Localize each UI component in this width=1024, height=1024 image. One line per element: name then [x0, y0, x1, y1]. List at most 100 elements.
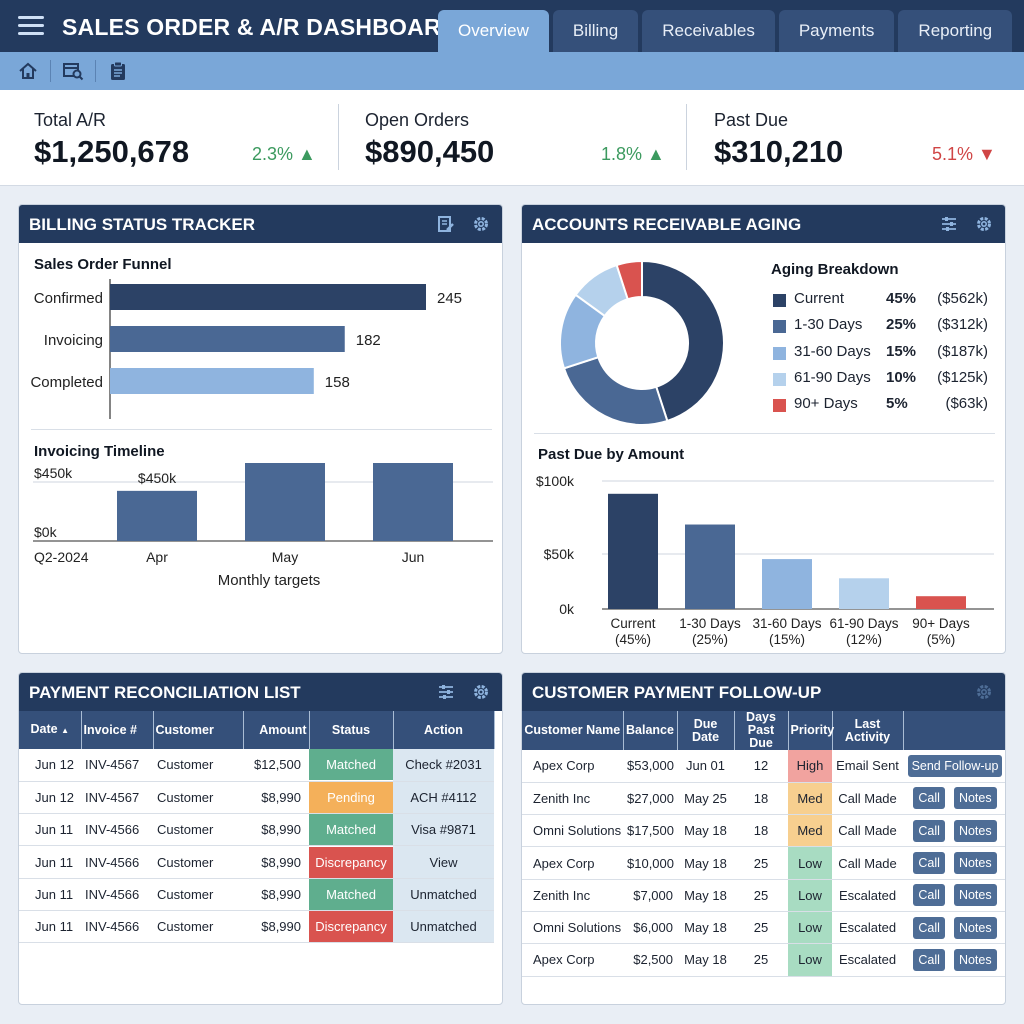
tab-payments[interactable]: Payments — [778, 10, 895, 52]
column-header-customer[interactable]: Customer — [153, 711, 244, 749]
gear-icon[interactable] — [472, 215, 490, 233]
edit-report-icon[interactable] — [437, 215, 455, 233]
call-button[interactable]: Call — [913, 787, 945, 810]
table-row[interactable]: Apex Corp $2,500 May 18 25 Low Escalated Call N… — [522, 943, 1005, 977]
table-row[interactable]: Omni Solutions $17,500 May 18 18 Med Call Mad… — [522, 814, 1005, 848]
notes-button[interactable]: Notes — [953, 852, 997, 875]
cell-balance: $27,000 — [623, 782, 677, 816]
tab-reporting[interactable]: Reporting — [898, 10, 1013, 52]
timeline-title: Invoicing Timeline — [34, 443, 165, 460]
notes-button[interactable]: Notes — [953, 787, 997, 810]
timeline-x-tick-label: Jun — [402, 549, 425, 565]
table-row[interactable]: Zenith Inc $7,000 May 18 25 Low Escalated Call… — [522, 879, 1005, 912]
cell-action[interactable]: Visa #9871 — [393, 813, 494, 847]
kpi-strip: Total A/R $1,250,678 2.3% ▲ Open Orders … — [0, 90, 1024, 186]
call-button[interactable]: Call — [913, 852, 945, 875]
past-due-bar — [685, 524, 735, 609]
cell-due-date: May 25 — [677, 782, 734, 816]
column-header-due-date[interactable]: Due Date — [677, 711, 735, 750]
table-row[interactable]: Apex Corp $53,000 Jun 01 12 High Email Sent Se… — [522, 750, 1005, 783]
column-header-date[interactable]: Date ▲ — [19, 711, 82, 749]
call-button[interactable]: Call — [913, 884, 945, 907]
home-icon[interactable] — [16, 59, 40, 83]
column-header-last-activity[interactable]: Last Activity — [832, 711, 904, 750]
clipboard-icon[interactable] — [106, 59, 130, 83]
funnel-bar — [110, 326, 345, 352]
cell-last-activity: Escalated — [832, 943, 903, 977]
legend-percent: 10% — [886, 368, 917, 386]
cell-customer: Customer — [153, 878, 243, 911]
table-row[interactable]: Jun 11 INV-4566 Customer $8,990 Discrepancy U… — [19, 910, 494, 944]
call-button[interactable]: Call — [913, 916, 945, 939]
column-header-amount[interactable]: Amount — [243, 711, 310, 749]
gear-icon[interactable] — [472, 683, 490, 701]
status-badge: Matched — [309, 814, 393, 845]
cell-date: Jun 11 — [19, 878, 81, 911]
table-row[interactable]: Jun 11 INV-4566 Customer $8,990 Matched Unmat… — [19, 878, 494, 911]
notes-button[interactable]: Notes — [953, 916, 997, 939]
tab-billing[interactable]: Billing — [552, 10, 639, 52]
column-header-customer-name[interactable]: Customer Name — [522, 711, 624, 750]
column-header-invoice[interactable]: Invoice # — [81, 711, 154, 749]
gear-icon[interactable] — [975, 683, 993, 701]
cell-action[interactable]: ACH #4112 — [393, 781, 494, 815]
cell-last-activity: Escalated — [832, 911, 903, 945]
column-header-actions — [903, 711, 1005, 750]
priority-badge: High — [788, 750, 832, 783]
cell-action[interactable]: Unmatched — [393, 878, 494, 911]
tab-receivables[interactable]: Receivables — [642, 10, 775, 52]
cell-amount: $8,990 — [243, 878, 309, 911]
panel-header: PAYMENT RECONCILIATION LIST — [19, 673, 502, 711]
cell-actions: Send Follow-up — [903, 750, 1005, 783]
funnel-bar — [110, 368, 314, 394]
call-button[interactable]: Call — [913, 819, 945, 842]
cell-days-past-due: 12 — [734, 750, 788, 783]
column-header-priority[interactable]: Priority — [788, 711, 834, 750]
legend-percent: 25% — [886, 316, 917, 334]
table-row[interactable]: Zenith Inc $27,000 May 25 18 Med Call Made Cal… — [522, 782, 1005, 816]
gear-icon[interactable] — [975, 215, 993, 233]
panel-header: ACCOUNTS RECEIVABLE AGING — [522, 205, 1005, 243]
kpi-divider — [686, 104, 687, 170]
cell-action[interactable]: Check #2031 — [393, 749, 494, 782]
followup-table: Customer Name Balance Due Date Days Past… — [522, 711, 1005, 977]
table-row[interactable]: Jun 12 INV-4567 Customer $12,500 Matched Chec… — [19, 749, 494, 782]
table-row[interactable]: Apex Corp $10,000 May 18 25 Low Call Made Call… — [522, 846, 1005, 880]
cell-invoice: INV-4566 — [81, 845, 153, 879]
table-row[interactable]: Jun 11 INV-4566 Customer $8,990 Discrepancy V… — [19, 845, 494, 879]
column-header-status[interactable]: Status — [309, 711, 394, 749]
notes-button[interactable]: Notes — [953, 819, 997, 842]
cell-days-past-due: 18 — [734, 814, 788, 848]
notes-button[interactable]: Notes — [953, 948, 997, 971]
table-row[interactable]: Jun 11 INV-4566 Customer $8,990 Matched Visa … — [19, 813, 494, 847]
kpi-delta: 5.1% ▼ — [932, 144, 996, 164]
legend-swatch — [773, 399, 786, 413]
column-header-days-past-due[interactable]: Days Past Due — [734, 711, 789, 750]
column-header-action[interactable]: Action — [393, 711, 495, 749]
table-row[interactable]: Jun 12 INV-4567 Customer $8,990 Pending ACH #… — [19, 781, 494, 815]
column-header-balance[interactable]: Balance — [623, 711, 678, 750]
cell-invoice: INV-4566 — [81, 878, 153, 911]
filter-sliders-icon[interactable] — [437, 683, 455, 701]
past-due-x-tick-sublabel: (5%) — [927, 632, 956, 647]
legend-percent: 15% — [886, 342, 917, 360]
table-row[interactable]: Omni Solutions $6,000 May 18 25 Low Escalated… — [522, 911, 1005, 945]
cell-action[interactable]: Unmatched — [393, 910, 494, 944]
notes-button[interactable]: Notes — [953, 884, 997, 907]
funnel-data-label: 182 — [356, 332, 381, 349]
search-document-icon[interactable] — [61, 59, 85, 83]
cell-invoice: INV-4566 — [81, 910, 153, 944]
cell-date: Jun 11 — [19, 910, 81, 944]
cell-action[interactable]: View — [393, 845, 494, 879]
send-follow-up-button[interactable]: Send Follow-up — [907, 754, 1003, 777]
hamburger-menu-icon[interactable] — [18, 16, 44, 36]
cell-date: Jun 11 — [19, 845, 81, 879]
sort-ascending-icon[interactable]: ▲ — [61, 726, 69, 735]
past-due-bar — [839, 578, 889, 609]
filter-sliders-icon[interactable] — [940, 215, 958, 233]
arrow-up-icon: ▲ — [647, 144, 665, 164]
tab-overview[interactable]: Overview — [438, 10, 549, 52]
call-button[interactable]: Call — [913, 948, 945, 971]
panel-header: BILLING STATUS TRACKER — [19, 205, 502, 243]
aging-donut-chart — [559, 259, 725, 426]
